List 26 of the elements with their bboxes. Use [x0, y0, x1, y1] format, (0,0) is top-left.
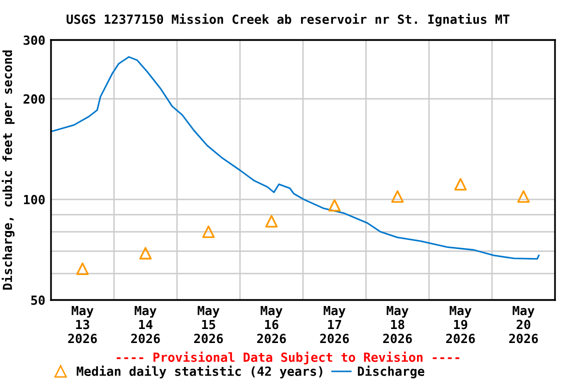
point: [454, 178, 467, 190]
point: [76, 262, 89, 275]
y-tick-label: 200: [24, 94, 45, 104]
x-tick-label: May 13 2026: [68, 306, 97, 344]
point: [391, 190, 404, 203]
text: ---- Provisional Data Subject to Revision ----: [116, 352, 460, 364]
x-tick-label: May 15 2026: [194, 306, 223, 344]
point: [517, 190, 530, 203]
x-tick-label: May 18 2026: [383, 306, 412, 344]
point: [139, 247, 152, 260]
point: [202, 226, 215, 238]
line-series: [52, 56, 540, 260]
y-tick-label: 300: [24, 35, 45, 45]
chart-title: USGS 12377150 Mission Creek ab reservoir nr St. Ignatius MT: [66, 14, 510, 26]
x-tick-label: May 19 2026: [446, 306, 475, 344]
y-axis-title: Discharge, cubic feet per second: [2, 50, 15, 290]
y-tick-label: 100: [24, 194, 45, 204]
x-tick-label: May 16 2026: [257, 306, 286, 344]
x-tick-label: May 20 2026: [509, 306, 538, 344]
legend-label: Median daily statistic (42 years): [76, 366, 322, 378]
legend-label: Discharge: [358, 366, 424, 378]
x-tick-label: May 14 2026: [131, 306, 160, 344]
point: [328, 199, 341, 212]
y-tick-label: 50: [31, 295, 45, 305]
point: [265, 215, 278, 228]
x-tick-label: May 17 2026: [320, 306, 349, 344]
